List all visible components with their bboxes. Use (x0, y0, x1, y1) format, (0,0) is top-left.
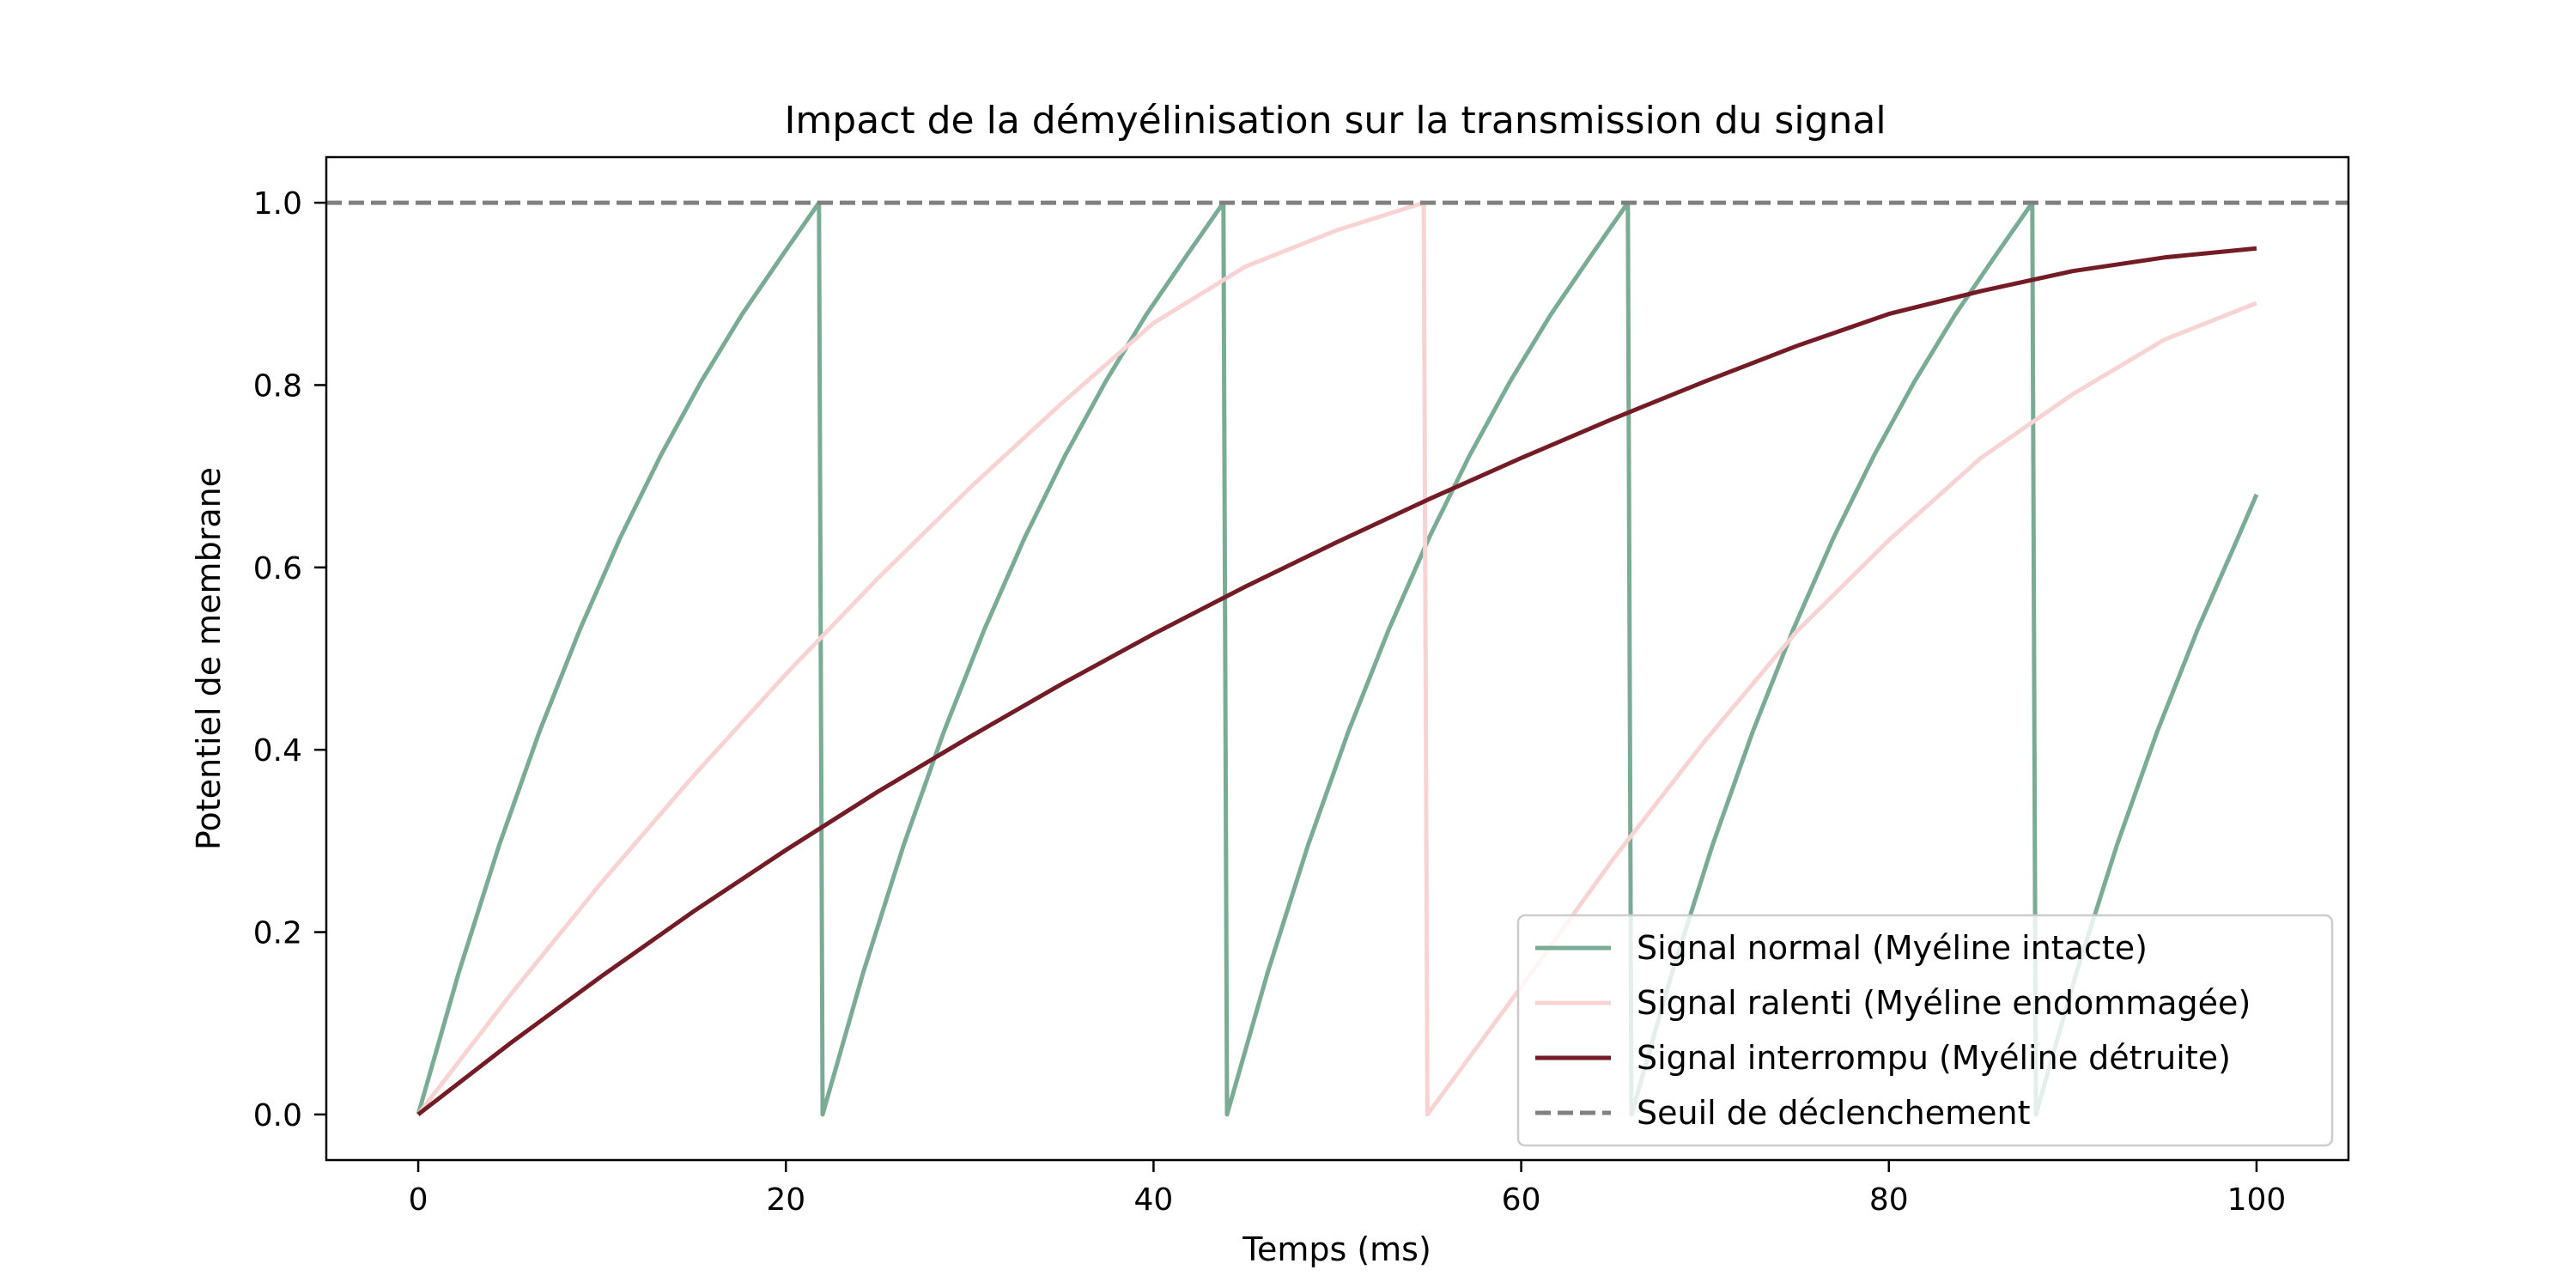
series-line-signal-interrompu-myeline-detruite (416, 246, 2257, 1116)
x-tick-label: 100 (2227, 1182, 2287, 1218)
legend-entry: Signal interrompu (Myéline détruite) (1637, 1039, 2231, 1077)
series-layer (326, 200, 2348, 1117)
y-axis-label: Potentiel de membrane (190, 467, 228, 850)
y-axis: 0.0 0.2 0.4 0.6 0.8 1.0 (253, 186, 326, 1133)
chart-title: Impact de la démyélinisation sur la tran… (784, 99, 1886, 143)
x-axis-label: Temps (ms) (1242, 1230, 1431, 1268)
y-tick-label: 1.0 (253, 186, 302, 222)
y-tick-label: 0.4 (253, 733, 302, 769)
series-line-signal-normal-myeline-intacte (416, 200, 2259, 1117)
x-tick-label: 40 (1134, 1182, 1174, 1218)
y-tick-label: 0.8 (253, 368, 302, 404)
legend-box (1516, 914, 2334, 1147)
series-line-signal-ralenti-myeline-endommagee (416, 200, 2257, 1117)
y-tick-label: 0.2 (253, 916, 302, 951)
plot-frame (325, 155, 2350, 1162)
x-tick-label: 60 (1502, 1182, 1541, 1218)
legend-entry: Seuil de déclenchement (1637, 1094, 2031, 1132)
legend-entry: Signal normal (Myéline intacte) (1637, 929, 2148, 967)
legend: Signal normal (Myéline intacte) Signal ra… (1516, 914, 2334, 1147)
legend-entry: Signal ralenti (Myéline endommagée) (1637, 984, 2251, 1022)
y-tick-label: 0.0 (253, 1098, 302, 1133)
x-tick-label: 80 (1869, 1182, 1909, 1218)
x-tick-label: 0 (409, 1182, 428, 1218)
x-tick-label: 20 (766, 1182, 805, 1218)
x-axis: 0 20 40 60 80 100 (409, 1160, 2287, 1218)
y-tick-label: 0.6 (253, 551, 302, 586)
